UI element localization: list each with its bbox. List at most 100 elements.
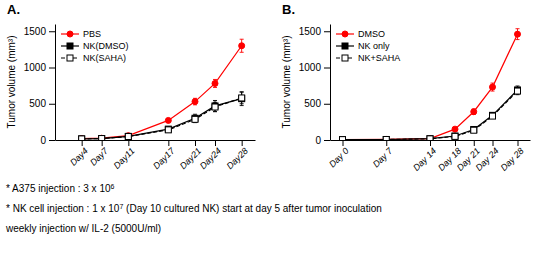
y-tick-label: 1000 <box>299 62 322 73</box>
series <box>340 87 521 140</box>
x-tick: Day4 <box>68 140 90 168</box>
legend-item: NK(DMSO) <box>61 41 129 51</box>
y-tick: 500 <box>29 98 55 109</box>
legend-marker <box>342 55 348 61</box>
series <box>340 86 521 140</box>
point <box>79 136 85 140</box>
x-tick-label: Day 28 <box>499 146 526 173</box>
point <box>383 136 389 140</box>
x-tick-label: Day24 <box>198 146 223 171</box>
x-tick-label: Day 14 <box>411 146 438 173</box>
legend-marker <box>342 43 348 49</box>
plot-area <box>79 39 245 140</box>
point <box>125 134 131 140</box>
y-tick: 0 <box>40 135 55 146</box>
point <box>99 136 105 140</box>
series-line <box>82 46 242 139</box>
point <box>340 137 346 140</box>
legend-label: NK(DMSO) <box>83 41 129 51</box>
legend-item: NK(SAHA) <box>61 53 126 63</box>
point <box>165 127 171 133</box>
x-tick-mark <box>455 140 456 146</box>
x-tick-mark <box>102 140 103 146</box>
panel-label: B. <box>282 2 295 17</box>
y-tick-label: 1000 <box>24 62 47 73</box>
x-axis: Day4Day7Day11Day17Day21Day24Day28 <box>56 140 256 171</box>
error-bar <box>491 83 495 91</box>
x-tick: Day28 <box>224 140 249 171</box>
y-tick-label: 1500 <box>24 26 47 37</box>
point <box>471 109 477 115</box>
error-bar <box>240 92 244 106</box>
series <box>79 39 245 140</box>
x-tick-mark <box>493 140 494 146</box>
x-tick: Day 14 <box>411 140 438 173</box>
y-tick: 0 <box>315 135 330 146</box>
series-line <box>343 90 518 140</box>
legend-marker <box>67 31 73 37</box>
error-bar <box>240 39 244 52</box>
x-tick-mark <box>82 140 83 146</box>
x-tick-label: Day7 <box>88 145 111 168</box>
y-tick-label: 500 <box>304 98 321 109</box>
y-tick: 500 <box>304 98 330 109</box>
point <box>383 136 389 140</box>
x-tick-label: Day 7 <box>371 145 395 169</box>
point <box>165 126 171 132</box>
y-tick-label: 0 <box>315 135 321 146</box>
y-tick-mark <box>324 104 330 105</box>
footnote-text: * A375 injection : 3 x 10 <box>6 183 111 194</box>
point <box>99 135 105 140</box>
error-bar <box>516 29 520 40</box>
point <box>515 31 521 37</box>
y-tick: 1000 <box>299 62 330 73</box>
error-bar <box>213 100 217 111</box>
y-axis-line <box>330 25 331 141</box>
point <box>471 127 477 133</box>
point <box>427 136 433 140</box>
footnote-text: (Day 10 cultured NK) start at day 5 afte… <box>123 203 381 214</box>
x-tick: Day 28 <box>499 140 526 173</box>
y-axis-title: Tumor volume (mm³) <box>281 36 292 129</box>
y-tick-mark <box>49 68 55 69</box>
legend-item: PBS <box>61 29 101 39</box>
series <box>340 29 521 140</box>
x-tick-label: Day11 <box>112 146 137 171</box>
plot-area <box>340 29 521 140</box>
footnote: weekly injection w/ IL-2 (5000U/ml) <box>5 223 161 234</box>
y-axis: 0 500 1000 1500 <box>299 25 331 146</box>
y-tick-label: 1500 <box>299 26 322 37</box>
x-tick-mark <box>168 140 169 146</box>
x-tick-label: Day 24 <box>474 146 501 173</box>
x-tick-mark <box>195 140 196 146</box>
legend-marker <box>67 55 73 61</box>
x-tick-mark <box>386 140 387 146</box>
point <box>212 80 218 86</box>
series-line <box>82 98 242 139</box>
error-bar <box>193 116 197 123</box>
series <box>79 92 245 140</box>
x-axis-line <box>56 140 256 141</box>
point <box>192 99 198 105</box>
legend-marker <box>67 43 73 49</box>
legend-label: PBS <box>83 29 101 39</box>
point <box>165 117 171 123</box>
point <box>515 88 521 94</box>
x-tick: Day17 <box>151 140 177 171</box>
footnote: * NK cell injection : 1 x 107 (Day 10 cu… <box>6 203 382 215</box>
point <box>125 133 131 139</box>
error-bar <box>213 102 217 111</box>
point <box>340 137 346 140</box>
x-axis: Day 0Day 7Day 14Day 18Day 21Day 24Day 28 <box>327 140 530 173</box>
point <box>340 137 346 140</box>
error-bar <box>240 92 244 104</box>
legend: DMSONK onlyNK+SAHA <box>336 29 400 63</box>
legend: PBS NK(DMSO) NK(SAHA) <box>61 29 129 63</box>
x-tick: Day 0 <box>327 140 351 169</box>
y-tick-mark <box>324 31 330 32</box>
x-tick-mark <box>430 140 431 146</box>
point <box>239 43 245 49</box>
point <box>212 104 218 110</box>
error-bar <box>491 114 495 118</box>
series-line <box>343 91 518 140</box>
